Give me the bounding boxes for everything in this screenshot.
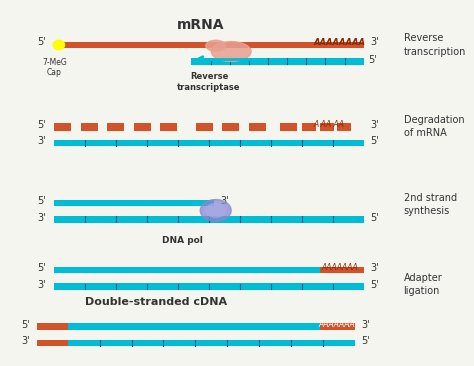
FancyBboxPatch shape [55, 140, 364, 146]
Text: 5': 5' [370, 280, 379, 290]
FancyBboxPatch shape [37, 323, 68, 330]
FancyBboxPatch shape [249, 123, 265, 131]
Text: Reverse
transcriptase: Reverse transcriptase [177, 72, 241, 92]
FancyBboxPatch shape [319, 42, 364, 48]
Text: AAAAAAA: AAAAAAA [321, 264, 358, 273]
FancyBboxPatch shape [55, 283, 364, 290]
FancyBboxPatch shape [319, 267, 364, 273]
FancyBboxPatch shape [55, 216, 364, 223]
FancyBboxPatch shape [191, 58, 364, 64]
Text: 5': 5' [37, 120, 46, 130]
FancyBboxPatch shape [302, 123, 316, 131]
FancyBboxPatch shape [55, 123, 71, 131]
Text: AAAAAAAA: AAAAAAAA [313, 38, 365, 47]
FancyBboxPatch shape [59, 42, 319, 48]
Text: 5': 5' [370, 213, 379, 223]
FancyBboxPatch shape [337, 123, 351, 131]
FancyBboxPatch shape [81, 123, 98, 131]
Ellipse shape [211, 41, 251, 61]
Text: 2nd strand
synthesis: 2nd strand synthesis [403, 193, 456, 216]
FancyBboxPatch shape [222, 123, 239, 131]
Text: 3': 3' [21, 336, 30, 346]
Text: 5': 5' [370, 136, 379, 146]
Text: 5': 5' [368, 55, 377, 64]
FancyBboxPatch shape [319, 323, 355, 330]
Text: mRNA: mRNA [176, 18, 224, 32]
Text: 3': 3' [362, 320, 370, 330]
Text: 5': 5' [37, 264, 46, 273]
Circle shape [53, 40, 64, 50]
FancyBboxPatch shape [134, 123, 151, 131]
Text: 5': 5' [362, 336, 370, 346]
Text: 3': 3' [37, 280, 46, 290]
Text: 7-MeG
Cap: 7-MeG Cap [42, 58, 67, 77]
Text: 3': 3' [37, 136, 46, 146]
FancyBboxPatch shape [161, 123, 177, 131]
FancyBboxPatch shape [196, 123, 213, 131]
Text: 3': 3' [220, 196, 229, 206]
FancyBboxPatch shape [68, 323, 319, 330]
Text: 3': 3' [37, 213, 46, 223]
Text: Double-stranded cDNA: Double-stranded cDNA [85, 297, 227, 307]
Text: A AA AA: A AA AA [313, 120, 344, 129]
Text: AAAAAAA: AAAAAAA [319, 320, 356, 329]
Text: Reverse
transcription: Reverse transcription [403, 33, 466, 57]
FancyBboxPatch shape [319, 123, 334, 131]
FancyBboxPatch shape [37, 340, 68, 346]
Text: DNA pol: DNA pol [162, 236, 203, 244]
Text: 5': 5' [37, 196, 46, 206]
Text: 3': 3' [370, 37, 379, 47]
Ellipse shape [200, 199, 231, 221]
Ellipse shape [206, 203, 226, 217]
Ellipse shape [206, 40, 226, 51]
Text: 3': 3' [370, 120, 379, 130]
Text: 5': 5' [37, 37, 46, 47]
FancyBboxPatch shape [55, 200, 213, 206]
FancyBboxPatch shape [55, 267, 319, 273]
Text: Adapter
ligation: Adapter ligation [403, 273, 442, 296]
FancyBboxPatch shape [68, 340, 355, 346]
Text: 5': 5' [21, 320, 30, 330]
Text: 3': 3' [370, 264, 379, 273]
FancyBboxPatch shape [280, 123, 297, 131]
Text: Degradation
of mRNA: Degradation of mRNA [403, 115, 464, 138]
FancyBboxPatch shape [108, 123, 124, 131]
